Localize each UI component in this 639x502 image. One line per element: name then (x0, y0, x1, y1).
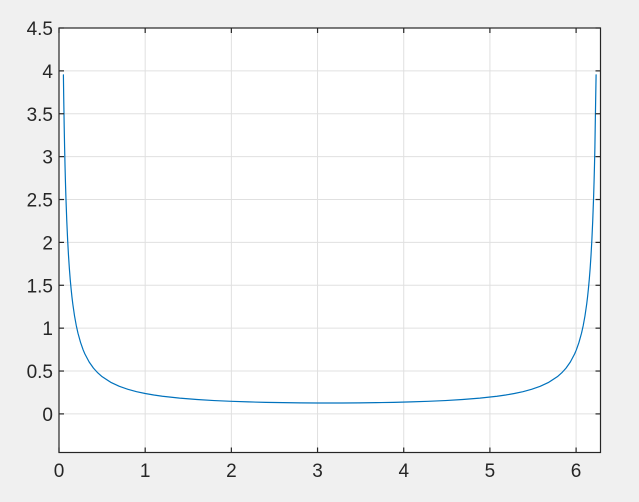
y-tick-label: 2 (42, 233, 53, 254)
y-tick-label: 4 (42, 62, 53, 83)
x-tick-label: 6 (571, 461, 582, 482)
axes-background (59, 28, 601, 453)
y-tick-label: 3.5 (27, 105, 53, 126)
x-tick-label: 1 (140, 461, 151, 482)
y-tick-label: 0.5 (27, 362, 53, 383)
y-tick-label: 4.5 (27, 19, 53, 40)
x-tick-label: 5 (485, 461, 496, 482)
y-tick-label: 3 (42, 148, 53, 169)
y-tick-label: 0 (42, 405, 53, 426)
x-tick-label: 4 (398, 461, 409, 482)
x-tick-label: 3 (312, 461, 323, 482)
axes-border (58, 27, 602, 454)
data-line-line1 (62, 74, 597, 404)
x-tick-label: 2 (226, 461, 237, 482)
y-tick-label: 1 (42, 319, 53, 340)
x-tick-label: 0 (54, 461, 65, 482)
y-tick-label: 1.5 (27, 276, 53, 297)
y-tick-label: 2.5 (27, 191, 53, 212)
